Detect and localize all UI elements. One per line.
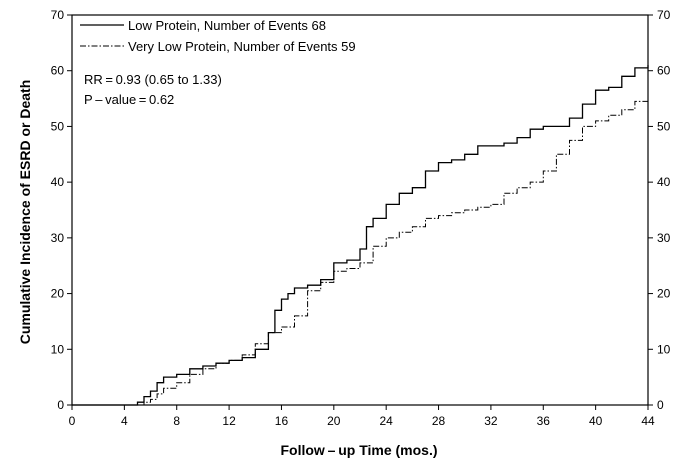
x-tick-label: 24 [380,414,394,428]
x-tick-label: 40 [589,414,603,428]
y-tick-label-right: 50 [657,119,671,133]
x-tick-label: 8 [173,414,180,428]
x-tick-label: 36 [537,414,551,428]
y-tick-label-left: 20 [51,287,65,301]
y-tick-label-right: 40 [657,175,671,189]
y-tick-label-right: 60 [657,64,671,78]
y-tick-label-right: 0 [657,398,664,412]
x-tick-label: 12 [222,414,236,428]
y-tick-label-left: 10 [51,342,65,356]
x-tick-label: 44 [641,414,655,428]
y-tick-label-left: 40 [51,175,65,189]
x-tick-label: 28 [432,414,446,428]
y-tick-label-right: 10 [657,342,671,356]
plot-frame [71,14,649,406]
y-tick-label-left: 70 [51,8,65,22]
x-tick-label: 32 [484,414,498,428]
annotation-rr: RR = 0.93 (0.65 to 1.33) [84,72,222,87]
y-tick-label-right: 30 [657,231,671,245]
x-tick-label: 20 [327,414,341,428]
y-tick-label-left: 30 [51,231,65,245]
series-very-low-protein-line [72,98,649,406]
y-tick-label-left: 50 [51,119,65,133]
series-layer [72,65,649,406]
legend-label-low-protein: Low Protein, Number of Events 68 [128,18,326,33]
x-tick-label: 0 [69,414,76,428]
y-tick-label-right: 20 [657,287,671,301]
x-tick-label: 16 [275,414,289,428]
legend: Low Protein, Number of Events 68 Very Lo… [80,18,356,54]
legend-label-very-low-protein: Very Low Protein, Number of Events 59 [128,39,356,54]
y-tick-label-left: 0 [57,398,64,412]
y-tick-label-right: 70 [657,8,671,22]
y-tick-label-left: 60 [51,64,65,78]
axes [71,14,649,406]
annotation-pvalue: P – value = 0.62 [84,92,174,107]
x-tick-label: 4 [121,414,128,428]
series-low-protein-line [72,65,649,406]
y-axis-title: Cumulative Incidence of ESRD or Death [17,80,33,345]
x-axis-title: Follow – up Time (mos.) [280,442,437,458]
